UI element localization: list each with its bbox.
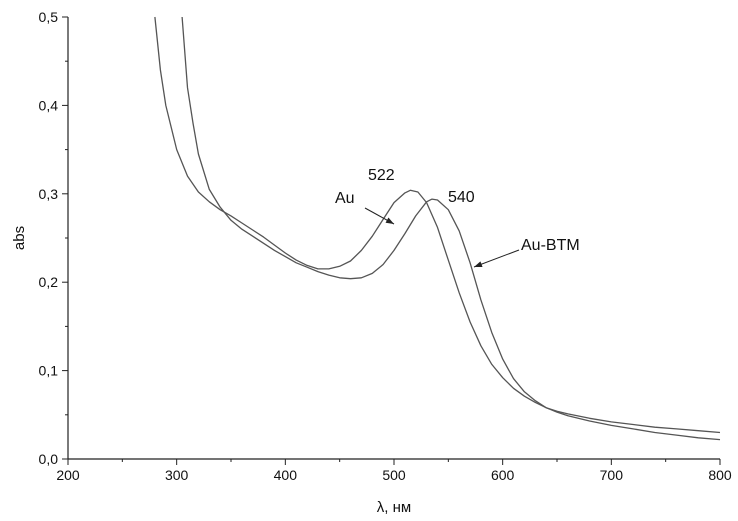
x-tick-label: 600	[491, 467, 515, 483]
series-line-au	[154, 16, 721, 434]
x-tick-label: 800	[708, 467, 732, 483]
y-tick-label: 0,1	[39, 363, 59, 379]
y-axis-label: abs	[11, 226, 28, 250]
label-au-label: Au	[335, 190, 355, 207]
peak-522-label: 522	[368, 167, 395, 184]
y-tick-label: 0,4	[39, 97, 59, 113]
series-line-au-btm	[181, 16, 721, 441]
series-lines	[154, 16, 721, 441]
y-tick-label: 0,5	[39, 9, 59, 25]
y-tick-label: 0,3	[39, 186, 59, 202]
axis-ticks: 200 300 400 500 600 700 800 0,0 0,1 0,2 0,3 0,4 0,5	[39, 9, 732, 483]
x-tick-label: 500	[382, 467, 406, 483]
x-axis-label: λ, нм	[377, 499, 411, 516]
plot-axes	[67, 17, 720, 460]
x-tick-label: 300	[165, 467, 189, 483]
annotations: 522 540 Au Au-BTM	[335, 167, 580, 268]
x-tick-label: 400	[274, 467, 298, 483]
y-tick-label: 0,2	[39, 274, 59, 290]
label-au-btm-label: Au-BTM	[521, 237, 580, 254]
au-arrow-head	[385, 217, 394, 224]
y-tick-label: 0,0	[39, 451, 59, 467]
x-tick-label: 700	[600, 467, 624, 483]
au-btm-arrow	[473, 249, 520, 268]
x-tick-label: 200	[56, 467, 80, 483]
au-btm-arrow-head	[474, 261, 483, 267]
peak-540-label: 540	[448, 189, 475, 206]
